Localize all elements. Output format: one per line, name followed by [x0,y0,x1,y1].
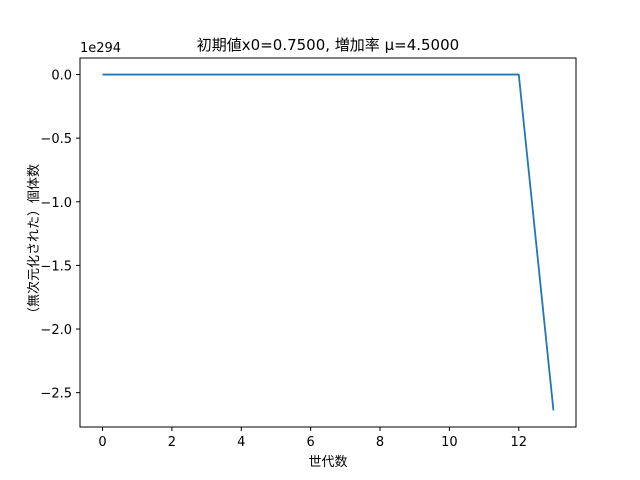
y-tick-label: −2.0 [40,323,72,338]
chart-title: 初期値x0=0.7500, 増加率 μ=4.5000 [197,36,459,54]
x-axis-title: 世代数 [308,455,347,470]
x-tick-label: 4 [237,435,245,450]
x-tick-label: 2 [168,435,176,450]
x-tick-label: 6 [307,435,315,450]
y-tick-label: 0.0 [51,69,72,84]
ticks-layer: 0 2 4 6 8 10 12 0.0 −0.5 −1.0 −1.5 −2.0 −2.5 [40,69,527,450]
x-tick-label: 12 [510,435,527,450]
y-tick-label: −1.5 [40,259,72,274]
x-tick-label: 8 [376,435,384,450]
x-tick-label: 10 [441,435,458,450]
x-tick-label: 0 [98,435,106,450]
series-layer [102,73,555,411]
y-axis-title: （無次元化された）個体数 [26,164,42,320]
y-tick-label: −1.0 [40,196,72,211]
y-tick-label: −0.5 [40,132,72,147]
series-line-0 [102,73,555,411]
plot-frame [79,57,577,428]
y-tick-label: −2.5 [40,387,72,402]
y-axis-offset-label: 1e294 [80,41,121,56]
